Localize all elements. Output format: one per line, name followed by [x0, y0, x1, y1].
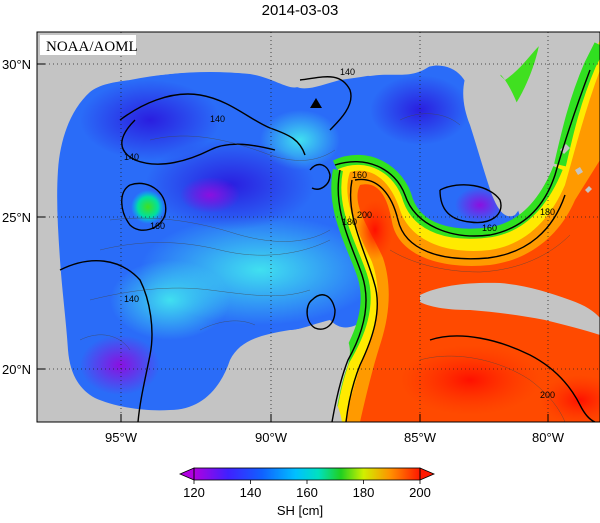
map-title: 2014-03-03 [261, 2, 339, 19]
graticule [37, 32, 600, 422]
land-florida [463, 64, 532, 217]
contour-label: 160 [150, 221, 165, 231]
lon-tick-label: 95°W [105, 430, 138, 445]
contour-label: 140 [124, 294, 139, 304]
colorbar-arrow-right [419, 467, 436, 481]
land-central-america [300, 392, 342, 422]
station-marker [310, 98, 322, 108]
contour-label: 160 [352, 170, 367, 180]
lon-tick-label: 85°W [404, 430, 437, 445]
land-cuba [420, 282, 600, 335]
contours-major [59, 69, 596, 422]
colorbar-arrow-left [178, 467, 195, 481]
credit-box [40, 35, 136, 55]
colorbar-label: SH [cm] [276, 503, 324, 518]
lon-tick-label: 90°W [255, 430, 288, 445]
contour-label: 200 [540, 390, 555, 400]
lat-tick-label: 25°N [2, 210, 31, 225]
contour-label: 180 [540, 207, 555, 217]
credit-text: NOAA/AOML [46, 39, 138, 55]
contour-label: 180 [342, 217, 357, 227]
lat-tick-label: 30°N [2, 57, 31, 72]
plot-frame [36, 31, 600, 423]
lon-tick-label: 80°W [532, 430, 565, 445]
high-eddy-west [131, 190, 165, 224]
contour-label: 140 [210, 114, 225, 124]
contour-label: 200 [357, 210, 372, 220]
colorbar: 120 140 160 180 200 [178, 467, 436, 500]
colorbar-tick-label: 160 [296, 485, 318, 500]
contour-label: 160 [482, 223, 497, 233]
contour-label: 140 [340, 67, 355, 77]
colorbar-tick-label: 120 [183, 485, 205, 500]
contours-minor [79, 113, 571, 422]
low-region-sw [80, 335, 160, 395]
contour-label-group: 140 140 140 140 160 160 160 180 180 200 … [124, 67, 555, 400]
contour-label: 140 [124, 152, 139, 162]
colorbar-gradient [194, 468, 420, 480]
land-us [37, 32, 600, 90]
lat-tick-label: 20°N [2, 362, 31, 377]
land-mexico [37, 32, 95, 422]
frame-ticks [37, 63, 549, 422]
low-region-north [80, 80, 220, 160]
low-region-core [180, 177, 240, 213]
high-region-loop [357, 200, 393, 260]
colorbar-tick-label: 140 [240, 485, 262, 500]
low-region-east [370, 75, 470, 145]
high-region-east [540, 375, 600, 422]
colorbar-tick-label: 180 [353, 485, 375, 500]
colorbar-tick-label: 200 [409, 485, 431, 500]
high-region-caribbean [400, 345, 540, 415]
